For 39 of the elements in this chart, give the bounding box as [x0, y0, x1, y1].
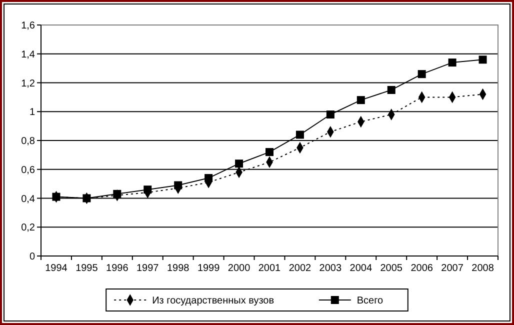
point	[418, 70, 426, 78]
point	[356, 96, 365, 104]
point	[235, 160, 244, 168]
x-tick-label: 1998	[166, 263, 190, 274]
x-tick-label: 2000	[228, 263, 251, 274]
x-tick-label: 2005	[380, 263, 403, 274]
y-tick-label: 0,8	[21, 136, 36, 147]
x-tick-label: 1994	[45, 263, 68, 274]
x-tick-label: 2008	[472, 263, 494, 274]
x-tick-label: 1996	[106, 263, 129, 274]
y-tick-label: 0,6	[21, 164, 36, 176]
x-tick-label: 2004	[350, 263, 372, 274]
point	[174, 181, 182, 190]
point	[144, 186, 152, 194]
x-tick-label: 2001	[258, 263, 282, 274]
x-tick-label: 2006	[410, 263, 434, 274]
y-tick-label: 0,2	[21, 222, 36, 234]
legend-label: Из государственных вузов	[152, 296, 274, 306]
x-tick-label: 1995	[76, 263, 98, 274]
y-tick-label: 0	[29, 252, 36, 262]
point	[204, 174, 213, 182]
point	[326, 110, 334, 119]
point	[387, 86, 396, 94]
legend-label: Всего	[356, 296, 384, 306]
x-tick-label: 2003	[319, 263, 342, 274]
point	[296, 130, 304, 139]
y-tick-label: 1,6	[21, 20, 36, 32]
x-tick-label: 1997	[136, 263, 160, 274]
x-tick-label: 2007	[441, 263, 464, 274]
y-tick-label: 0,4	[21, 194, 36, 205]
x-tick-label: 1999	[197, 263, 220, 274]
point	[478, 56, 487, 64]
x-tick-label: 2002	[288, 263, 312, 274]
point	[113, 190, 122, 198]
y-tick-label: 1	[29, 107, 36, 118]
point	[266, 148, 274, 156]
y-tick-label: 1,4	[21, 49, 36, 60]
y-tick-label: 1,2	[21, 78, 36, 90]
point	[448, 58, 456, 67]
